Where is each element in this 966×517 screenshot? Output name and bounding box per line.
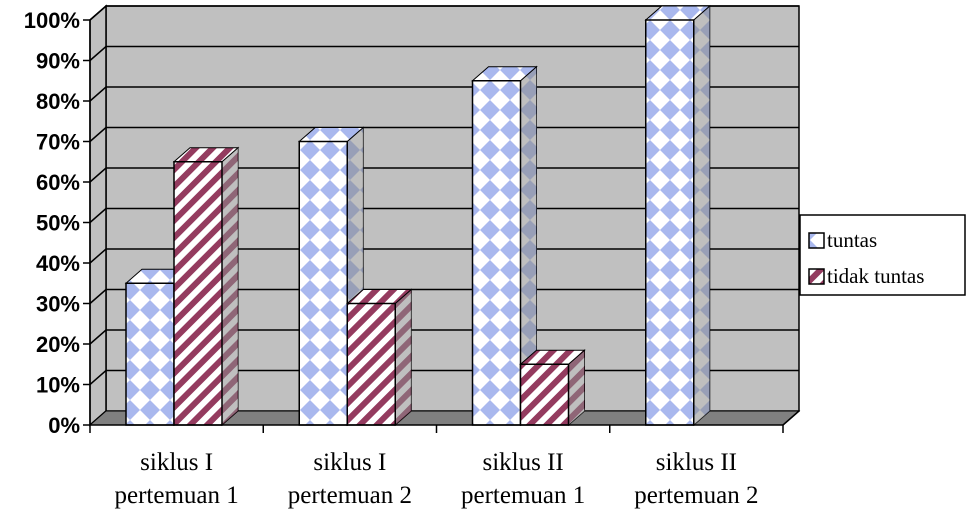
gridline bbox=[89, 5, 799, 21]
y-tick-label: 20% bbox=[36, 332, 80, 357]
y-tick-label: 90% bbox=[36, 49, 80, 74]
legend-swatch bbox=[808, 232, 825, 249]
bar-tidak-tuntas bbox=[519, 349, 586, 427]
y-tick-label: 60% bbox=[36, 170, 80, 195]
bar-tidak-tuntas bbox=[172, 146, 240, 427]
floor-edge bbox=[782, 410, 800, 426]
gridline bbox=[89, 86, 799, 102]
x-category-label: siklus II pertemuan 2 bbox=[634, 449, 758, 509]
gridline bbox=[89, 329, 799, 345]
gridline bbox=[89, 126, 799, 143]
gridline bbox=[89, 45, 799, 62]
gridlines bbox=[89, 5, 799, 386]
legend-box bbox=[799, 214, 966, 296]
y-tick-label: 10% bbox=[36, 373, 80, 398]
y-tick-label: 100% bbox=[24, 8, 80, 33]
gridline bbox=[89, 207, 799, 224]
y-tick-label: 70% bbox=[36, 130, 80, 155]
y-tick-label: 80% bbox=[36, 89, 80, 114]
legend: tuntas tidak tuntas bbox=[799, 214, 966, 296]
bar-tuntas bbox=[644, 4, 712, 427]
y-axis-tick-labels: 0% 10% 20% 30% 40% 50% 60% 70% 80% 90% 100% bbox=[24, 8, 80, 438]
legend-swatch bbox=[808, 268, 825, 285]
y-tick-label: 50% bbox=[36, 211, 80, 236]
axes bbox=[83, 19, 800, 433]
gridline bbox=[89, 288, 799, 305]
gridline bbox=[89, 248, 799, 264]
y-tick-label: 40% bbox=[36, 251, 80, 276]
y-tick-label: 30% bbox=[36, 292, 80, 317]
legend-label: tuntas bbox=[827, 228, 877, 252]
y-tick-label: 0% bbox=[48, 413, 80, 438]
gridline bbox=[89, 167, 799, 183]
legend-label: tidak tuntas bbox=[827, 264, 924, 288]
bar-tidak-tuntas bbox=[345, 288, 413, 427]
x-category-label: siklus II pertemuan 1 bbox=[461, 449, 585, 509]
